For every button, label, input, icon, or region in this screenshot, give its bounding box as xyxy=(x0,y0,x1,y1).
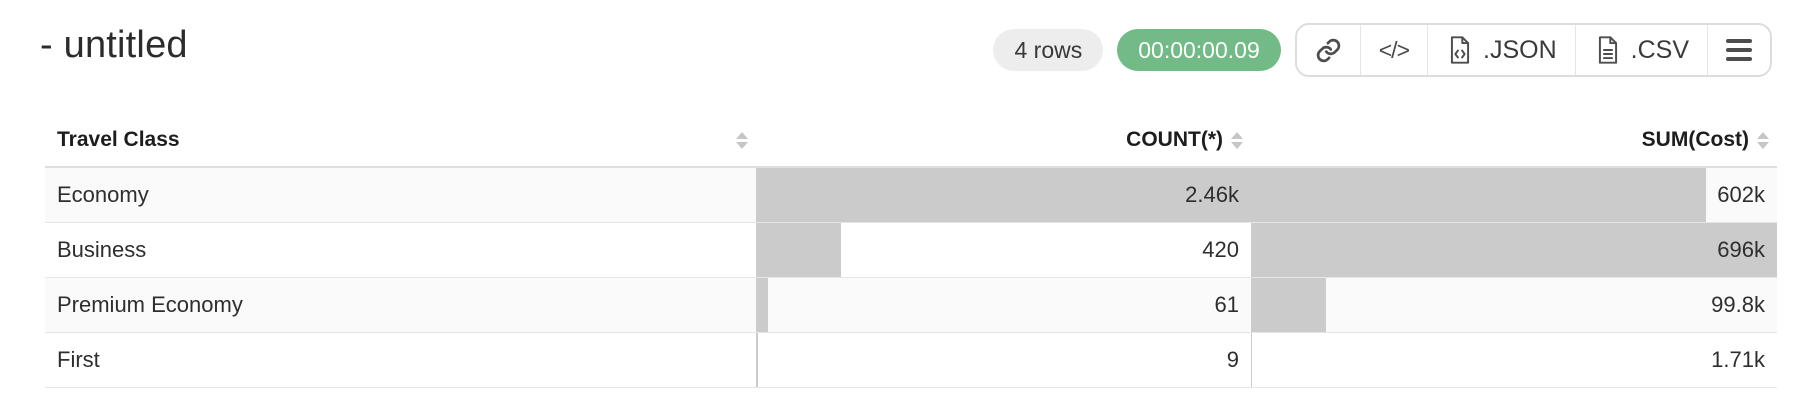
count-bar xyxy=(756,223,841,277)
sort-icon[interactable] xyxy=(736,131,748,149)
top-bar: - untitled 4 rows 00:00:00.09 </> xyxy=(0,0,1816,100)
count-bar xyxy=(756,168,1251,222)
sort-icon[interactable] xyxy=(1757,131,1769,149)
table-row: First 9 1.71k xyxy=(45,333,1777,388)
hamburger-icon xyxy=(1726,39,1752,61)
sum-value: 696k xyxy=(1717,237,1765,262)
column-label: SUM(Cost) xyxy=(1641,128,1749,151)
count-value: 9 xyxy=(1226,347,1239,372)
class-cell: First xyxy=(57,347,100,372)
sum-value: 1.71k xyxy=(1711,347,1765,372)
class-cell: Economy xyxy=(57,182,149,207)
export-json-button[interactable]: .JSON xyxy=(1427,25,1575,75)
sum-cell: 1.71k xyxy=(1251,333,1777,387)
file-code-icon xyxy=(1446,35,1474,65)
export-json-label: .JSON xyxy=(1483,35,1557,64)
table-row: Premium Economy 61 99.8k xyxy=(45,278,1777,333)
sort-icon[interactable] xyxy=(1231,131,1243,149)
table-row: Business 420 696k xyxy=(45,223,1777,278)
column-header-count[interactable]: COUNT(*) xyxy=(756,128,1251,166)
export-csv-button[interactable]: .CSV xyxy=(1574,25,1707,75)
count-cell: 9 xyxy=(756,333,1251,387)
file-text-icon xyxy=(1594,35,1622,65)
count-cell: 61 xyxy=(756,278,1251,332)
sum-cell: 602k xyxy=(1251,168,1777,222)
sum-bar xyxy=(1251,333,1253,387)
page-title: - untitled xyxy=(40,23,188,66)
column-label: COUNT(*) xyxy=(1126,128,1223,151)
count-cell: 2.46k xyxy=(756,168,1251,222)
export-toolbar: </> .JSON xyxy=(1294,23,1772,77)
count-value: 420 xyxy=(1202,237,1239,262)
sum-value: 602k xyxy=(1717,182,1765,207)
export-csv-label: .CSV xyxy=(1630,35,1689,64)
table-row: Economy 2.46k 602k xyxy=(45,168,1777,223)
column-label: Travel Class xyxy=(57,128,180,151)
count-value: 61 xyxy=(1214,292,1239,317)
share-link-button[interactable] xyxy=(1296,25,1360,75)
class-cell: Premium Economy xyxy=(57,292,243,317)
code-icon: </> xyxy=(1378,36,1410,63)
sum-cell: 696k xyxy=(1251,223,1777,277)
code-view-button[interactable]: </> xyxy=(1359,25,1428,75)
count-cell: 420 xyxy=(756,223,1251,277)
count-bar xyxy=(756,333,758,387)
table-header-row: Travel Class COUNT(*) SUM(Cost) xyxy=(45,100,1777,168)
link-icon xyxy=(1315,37,1342,64)
column-header-sum-cost[interactable]: SUM(Cost) xyxy=(1251,128,1777,166)
sum-value: 99.8k xyxy=(1711,292,1765,317)
result-table: Travel Class COUNT(*) SUM(Cost) Economy … xyxy=(45,100,1777,388)
count-value: 2.46k xyxy=(1185,182,1239,207)
class-cell: Business xyxy=(57,237,147,262)
query-time-badge: 00:00:00.09 xyxy=(1117,29,1281,71)
column-header-travel-class[interactable]: Travel Class xyxy=(45,128,756,166)
result-controls: 4 rows 00:00:00.09 </> xyxy=(993,23,1772,77)
sum-bar xyxy=(1251,168,1706,222)
sum-bar xyxy=(1251,278,1327,332)
menu-button[interactable] xyxy=(1707,25,1770,75)
sum-cell: 99.8k xyxy=(1251,278,1777,332)
count-bar xyxy=(756,278,769,332)
sum-bar xyxy=(1251,223,1777,277)
row-count-badge: 4 rows xyxy=(993,29,1104,71)
